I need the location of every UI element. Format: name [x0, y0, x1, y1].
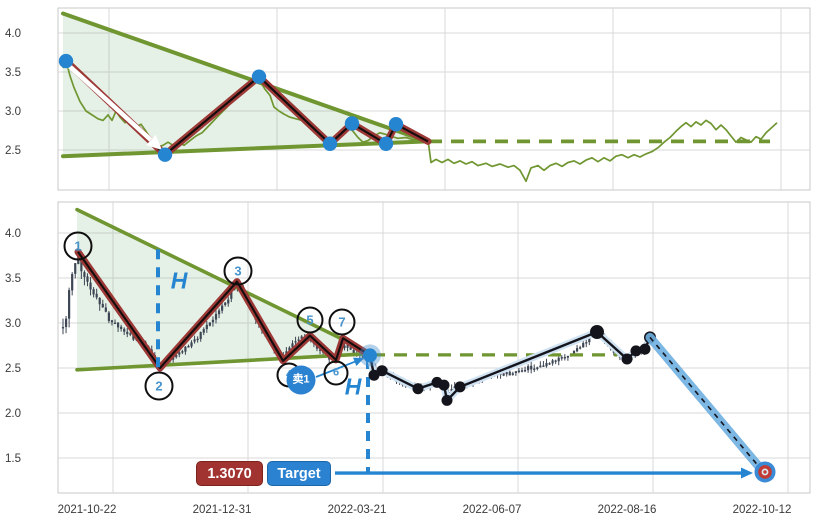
forecast-dot — [376, 365, 388, 377]
x-tick-label: 2022-10-12 — [733, 504, 792, 516]
pivot-dot — [322, 136, 338, 151]
forecast-dot — [639, 343, 651, 355]
forecast-dot — [412, 383, 424, 395]
lower-trendline — [75, 351, 374, 372]
forecast-dot — [590, 325, 604, 339]
forecast-dot — [621, 353, 633, 365]
main-panel: 4.0 3.5 3.0 2.5 2.0 1.5 2021-10-22 2021-12-31 20… — [5, 201, 811, 516]
upper-trendline — [61, 11, 429, 144]
close-price-line — [62, 59, 778, 183]
forecast-dot — [454, 381, 466, 393]
sell-point-arrow — [315, 360, 358, 378]
white-impulse-arrow — [67, 64, 153, 142]
pivot-dot — [378, 136, 394, 151]
y-tick-label: 2.5 — [5, 145, 21, 157]
pivot-dot — [388, 117, 404, 132]
pivot-dot — [157, 147, 173, 162]
x-tick-label: 2022-06-07 — [463, 504, 522, 516]
target-bullseye-icon — [754, 461, 776, 483]
y-tick-label: 3.0 — [5, 318, 21, 330]
forecast-dot — [441, 394, 453, 406]
x-tick-label: 2022-03-21 — [328, 504, 387, 516]
pivot-dot — [251, 69, 267, 84]
y-tick-label: 4.0 — [5, 28, 21, 40]
y-tick-label: 4.0 — [5, 228, 21, 240]
y-tick-label: 2.5 — [5, 363, 21, 375]
x-tick-label: 2022-08-16 — [598, 504, 657, 516]
y-tick-label: 2.0 — [5, 408, 21, 420]
x-tick-label: 2021-10-22 — [58, 504, 117, 516]
projection-band — [645, 332, 768, 476]
forecast-dot — [368, 369, 380, 381]
wave-zigzag-core — [77, 251, 371, 370]
overview-panel: 4.0 3.5 3.0 2.5 — [5, 7, 811, 191]
y-tick-label: 3.0 — [5, 106, 21, 118]
x-tick-label: 2021-12-31 — [193, 504, 252, 516]
breakout-dot — [363, 348, 377, 363]
pivot-dot — [344, 116, 360, 131]
y-tick-label: 3.5 — [5, 67, 21, 79]
y-tick-label: 3.5 — [5, 273, 21, 285]
forecast-dot — [630, 345, 642, 357]
pivot-dot — [58, 53, 74, 69]
lower-trendline — [61, 139, 429, 159]
forecast-dot — [438, 379, 450, 391]
y-tick-label: 1.5 — [5, 453, 21, 465]
